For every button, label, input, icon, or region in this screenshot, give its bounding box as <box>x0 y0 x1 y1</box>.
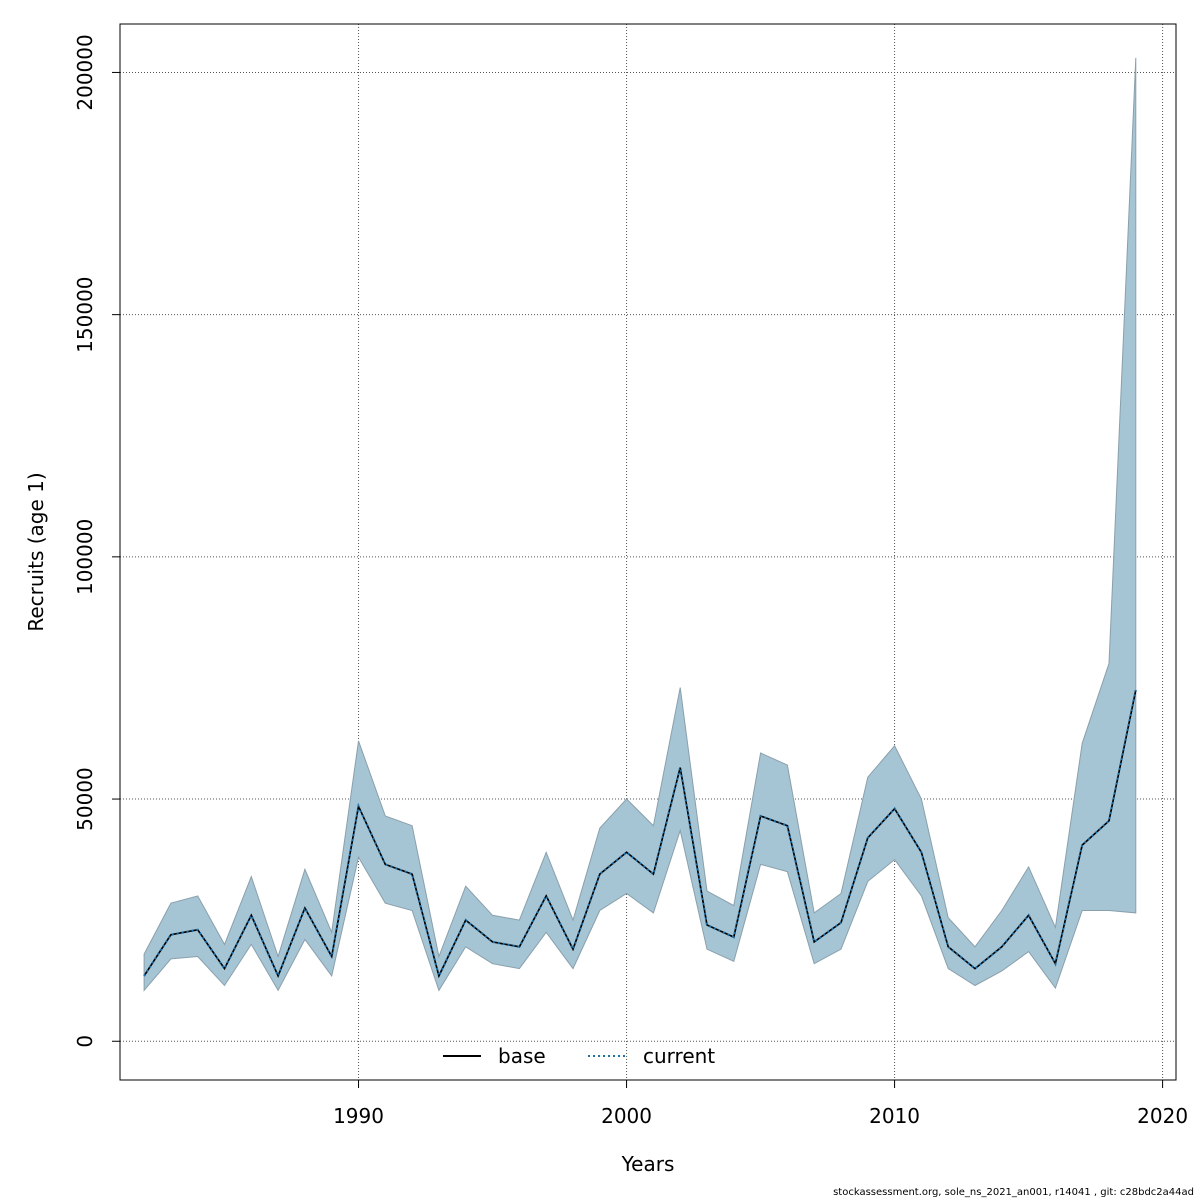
x-axis-label: Years <box>621 1152 675 1176</box>
y-tick-label-100000: 100000 <box>73 519 97 595</box>
band-area <box>143 57 1137 992</box>
series-line-current <box>143 689 1137 980</box>
grid-lines <box>120 24 1176 1080</box>
y-axis: 0 50000 100000 150000 200000 <box>73 34 120 1048</box>
y-tick-label-150000: 150000 <box>73 276 97 352</box>
legend: base current <box>443 1044 715 1068</box>
series-lines <box>143 689 1137 980</box>
legend-base-label: base <box>498 1044 546 1068</box>
footer-credit: stockassessment.org, sole_ns_2021_an001,… <box>833 1187 1194 1198</box>
confidence-band <box>143 57 1137 992</box>
x-tick-label-2010: 2010 <box>869 1104 920 1128</box>
legend-current-label: current <box>643 1044 715 1068</box>
x-tick-label-2000: 2000 <box>601 1104 652 1128</box>
series-line-current-dots <box>143 689 1137 978</box>
x-tick-label-2020: 2020 <box>1137 1104 1188 1128</box>
x-axis: 1990 2000 2010 2020 <box>333 1080 1188 1128</box>
plot-frame <box>119 23 1177 1081</box>
y-tick-label-50000: 50000 <box>73 767 97 831</box>
y-tick-label-200000: 200000 <box>73 34 97 110</box>
x-tick-label-1990: 1990 <box>333 1104 384 1128</box>
y-axis-label: Recruits (age 1) <box>24 472 48 631</box>
y-tick-label-0: 0 <box>73 1035 97 1048</box>
